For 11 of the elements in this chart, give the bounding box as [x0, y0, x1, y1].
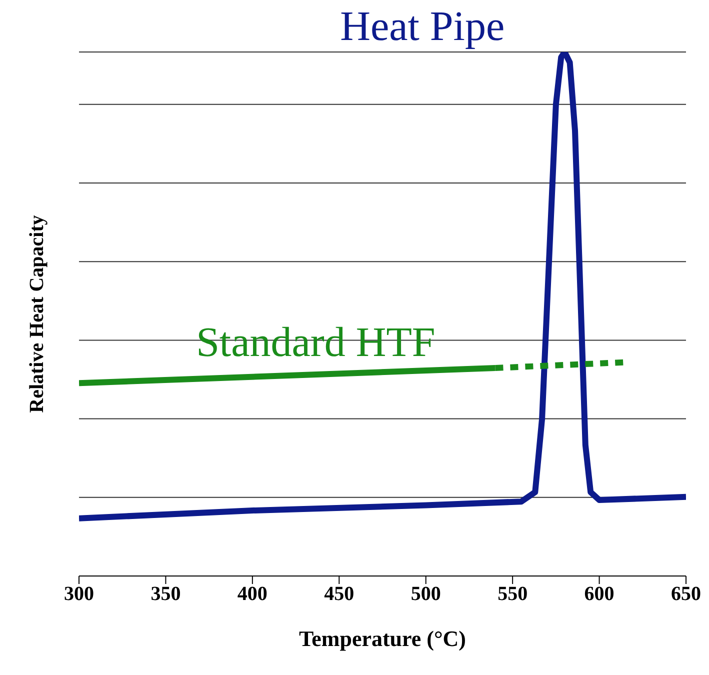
- x-tick-label: 500: [410, 583, 441, 606]
- x-tick-label: 650: [671, 583, 701, 606]
- series-label: Heat Pipe: [340, 4, 505, 50]
- x-tick-label: 450: [324, 583, 354, 606]
- x-tick-label: 350: [150, 583, 181, 606]
- x-tick-label: 400: [237, 583, 268, 606]
- x-tick-label: 550: [498, 583, 528, 606]
- y-axis-title: Relative Heat Capacity: [26, 215, 48, 413]
- x-tick-label: 600: [584, 583, 614, 606]
- x-tick-label: 300: [64, 583, 94, 606]
- x-axis-title: Temperature (°C): [298, 626, 466, 651]
